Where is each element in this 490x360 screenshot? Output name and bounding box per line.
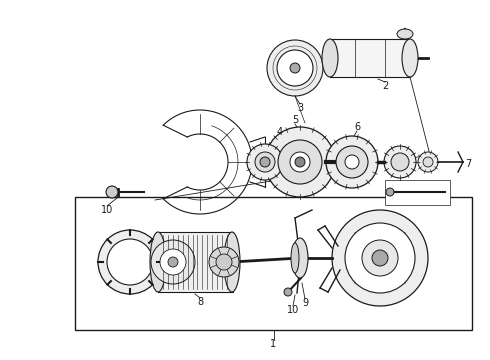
Ellipse shape [284, 288, 292, 296]
Ellipse shape [397, 29, 413, 39]
Bar [330, 39, 410, 77]
Ellipse shape [295, 157, 305, 167]
Text: 4: 4 [277, 127, 283, 137]
Ellipse shape [391, 153, 409, 171]
Text: 1: 1 [270, 339, 276, 349]
Ellipse shape [362, 240, 398, 276]
Text: 2: 2 [382, 81, 388, 91]
Ellipse shape [247, 144, 283, 180]
Ellipse shape [290, 152, 310, 172]
Ellipse shape [332, 210, 428, 306]
Ellipse shape [255, 152, 275, 172]
Text: 8: 8 [197, 297, 203, 307]
Bar [158, 232, 233, 292]
Text: 6: 6 [354, 122, 360, 132]
Ellipse shape [150, 232, 166, 292]
Ellipse shape [168, 257, 178, 267]
Ellipse shape [209, 247, 239, 277]
Ellipse shape [160, 249, 186, 275]
Ellipse shape [260, 157, 270, 167]
Ellipse shape [402, 39, 418, 77]
Ellipse shape [386, 188, 394, 196]
Ellipse shape [384, 146, 416, 178]
Ellipse shape [267, 40, 323, 96]
Ellipse shape [277, 50, 313, 86]
Ellipse shape [278, 140, 322, 184]
Ellipse shape [265, 127, 335, 197]
Bar [385, 180, 450, 205]
Ellipse shape [322, 39, 338, 77]
Text: 10: 10 [101, 205, 113, 215]
Text: 10: 10 [287, 305, 299, 315]
Ellipse shape [336, 146, 368, 178]
Ellipse shape [345, 223, 415, 293]
Ellipse shape [98, 230, 162, 294]
Bar [75, 197, 472, 330]
Ellipse shape [224, 232, 240, 292]
Ellipse shape [292, 238, 308, 278]
Text: 9: 9 [302, 298, 308, 308]
Text: 7: 7 [465, 159, 471, 169]
Ellipse shape [291, 243, 299, 273]
Ellipse shape [290, 63, 300, 73]
Ellipse shape [151, 240, 195, 284]
Ellipse shape [107, 239, 153, 285]
Ellipse shape [345, 155, 359, 169]
Ellipse shape [106, 186, 118, 198]
Ellipse shape [418, 152, 438, 172]
Text: 3: 3 [297, 103, 303, 113]
Text: 5: 5 [292, 115, 298, 125]
Ellipse shape [216, 254, 232, 270]
Ellipse shape [423, 157, 433, 167]
Ellipse shape [326, 136, 378, 188]
Ellipse shape [372, 250, 388, 266]
